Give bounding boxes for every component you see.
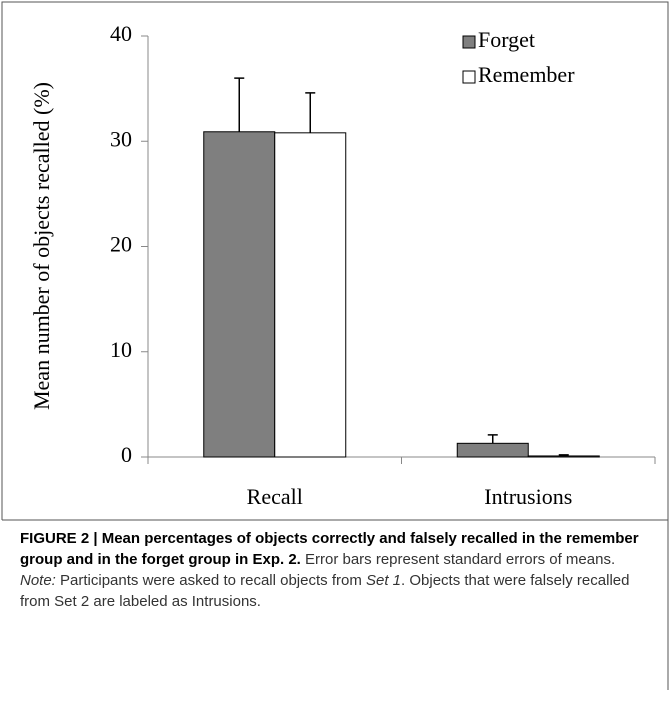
x-tick-label: Intrusions — [484, 484, 572, 509]
frame — [1, 1, 669, 690]
error-bar — [305, 92, 316, 133]
error-bar — [558, 454, 569, 456]
caption-italic: Set 1 — [366, 572, 402, 589]
y-tick-label: 20 — [110, 232, 132, 257]
bar — [203, 131, 276, 458]
bar — [456, 442, 529, 458]
legend-label: Forget — [478, 27, 535, 52]
error-bar — [487, 434, 498, 444]
legend-label: Remember — [478, 62, 575, 87]
y-tick-label: 40 — [110, 21, 132, 46]
caption-bold: FIGURE 2 | Mean percentages of objects c… — [20, 530, 639, 568]
y-tick-label: 10 — [110, 337, 132, 362]
caption-normal: . Objects that were falsely recalled fro… — [20, 572, 630, 610]
legend-swatch — [462, 35, 476, 49]
caption-italic: Note: — [20, 572, 56, 589]
caption-normal: Participants were asked to recall object… — [55, 572, 366, 589]
bar — [274, 132, 347, 458]
legend-swatch — [462, 70, 476, 84]
caption: FIGURE 2 | Mean percentages of objects c… — [20, 528, 652, 612]
x-tick-label: Recall — [247, 484, 303, 509]
bar — [527, 455, 600, 458]
caption-normal: Error bars represent standard errors of … — [300, 551, 616, 568]
y-axis-label: Mean number of objects recalled (%) — [29, 82, 54, 410]
error-bar — [234, 77, 245, 132]
y-tick-label: 30 — [110, 126, 132, 151]
y-tick-label: 0 — [121, 442, 132, 467]
